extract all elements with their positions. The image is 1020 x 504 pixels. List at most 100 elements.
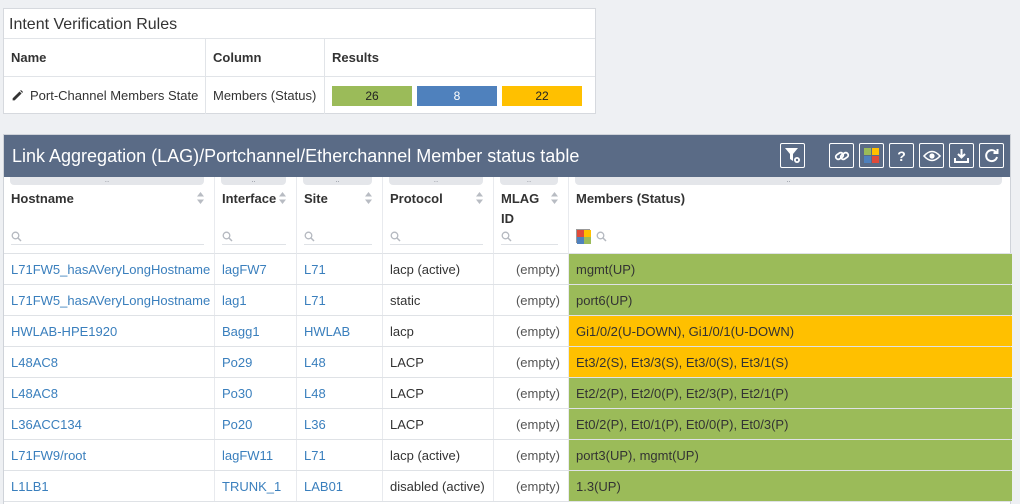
hostname-cell[interactable]: L71FW5_hasAVeryLongHostname — [4, 285, 215, 315]
table-row[interactable]: L48AC8 Po30 L48 LACP (empty) Et2/2(P), Et2/0(… — [4, 378, 1012, 409]
mlag-id-cell: (empty) — [494, 440, 569, 470]
sort-icon[interactable] — [279, 192, 286, 204]
column-drag-handle[interactable]: .. — [221, 176, 286, 185]
site-cell[interactable]: L48 — [297, 347, 383, 377]
column-filter-input[interactable] — [11, 229, 204, 245]
column-mlag-id[interactable]: .. MLAG ID — [494, 176, 569, 254]
site-cell[interactable]: L71 — [297, 254, 383, 284]
sort-icon[interactable] — [551, 192, 558, 204]
lag-grid-header: .. Hostname .. Interface .. Site — [4, 176, 1012, 254]
site-cell[interactable]: L36 — [297, 409, 383, 439]
color-coding-button[interactable] — [859, 143, 884, 168]
lag-grid: .. Hostname .. Interface .. Site — [4, 176, 1012, 502]
interface-cell[interactable]: lag1 — [215, 285, 297, 315]
hostname-cell[interactable]: L36ACC134 — [4, 409, 215, 439]
link-button[interactable] — [829, 143, 854, 168]
table-row[interactable]: L71FW9/root lagFW11 L71 lacp (active) (empty… — [4, 440, 1012, 471]
site-cell[interactable]: L71 — [297, 285, 383, 315]
table-row[interactable]: L36ACC134 Po20 L36 LACP (empty) Et0/2(P), Et0… — [4, 409, 1012, 440]
refresh-icon — [985, 149, 999, 163]
column-label: Interface — [222, 191, 277, 206]
interface-cell[interactable]: Po30 — [215, 378, 297, 408]
table-row[interactable]: L1LB1 TRUNK_1 LAB01 disabled (active) (empty… — [4, 471, 1012, 502]
lag-toolbar: ? — [775, 143, 1004, 168]
members-status-cell: port6(UP) — [569, 285, 1012, 315]
site-cell[interactable]: L48 — [297, 378, 383, 408]
table-row[interactable]: HWLAB-HPE1920 Bagg1 HWLAB lacp (empty) Gi1/0/… — [4, 316, 1012, 347]
interface-cell[interactable]: Po20 — [215, 409, 297, 439]
protocol-cell: LACP — [383, 378, 494, 408]
column-site[interactable]: .. Site — [297, 176, 383, 254]
table-row[interactable]: L48AC8 Po29 L48 LACP (empty) Et3/2(S), Et3/3(… — [4, 347, 1012, 378]
download-button[interactable] — [949, 143, 974, 168]
hostname-cell[interactable]: L71FW5_hasAVeryLongHostname — [4, 254, 215, 284]
hostname-cell[interactable]: L48AC8 — [4, 347, 215, 377]
column-filter-input[interactable] — [576, 229, 1002, 245]
intent-verification-panel: Intent Verification Rules Name Column Re… — [3, 8, 596, 114]
column-label: Members (Status) — [576, 191, 686, 206]
intent-header-name: Name — [4, 39, 206, 77]
hostname-cell[interactable]: HWLAB-HPE1920 — [4, 316, 215, 346]
interface-cell[interactable]: lagFW11 — [215, 440, 297, 470]
column-filter-input[interactable] — [222, 229, 286, 245]
protocol-cell: LACP — [383, 347, 494, 377]
members-status-cell: port3(UP), mgmt(UP) — [569, 440, 1012, 470]
mlag-id-cell: (empty) — [494, 316, 569, 346]
column-label: Protocol — [390, 191, 443, 206]
intent-header-results: Results — [325, 39, 595, 77]
lag-table-panel: Link Aggregation (LAG)/Portchannel/Ether… — [3, 134, 1012, 504]
column-drag-handle[interactable]: .. — [575, 176, 1002, 185]
column-drag-handle[interactable]: .. — [303, 176, 372, 185]
interface-cell[interactable]: Bagg1 — [215, 316, 297, 346]
table-row[interactable]: L71FW5_hasAVeryLongHostname lag1 L71 static… — [4, 285, 1012, 316]
column-label: Hostname — [11, 191, 74, 206]
column-interface[interactable]: .. Interface — [215, 176, 297, 254]
mlag-id-cell: (empty) — [494, 409, 569, 439]
filter-settings-button[interactable] — [780, 143, 805, 168]
column-drag-handle[interactable]: .. — [10, 176, 204, 185]
protocol-cell: lacp (active) — [383, 254, 494, 284]
site-cell[interactable]: L71 — [297, 440, 383, 470]
members-status-cell: Et0/2(P), Et0/1(P), Et0/0(P), Et0/3(P) — [569, 409, 1012, 439]
column-drag-handle[interactable]: .. — [389, 176, 483, 185]
column-drag-handle[interactable]: .. — [500, 176, 558, 185]
members-status-cell: Et2/2(P), Et2/0(P), Et2/3(P), Et2/1(P) — [569, 378, 1012, 408]
members-status-cell: Gi1/0/2(U-DOWN), Gi1/0/1(U-DOWN) — [569, 316, 1012, 346]
color-filter-icon[interactable] — [576, 229, 591, 244]
column-members-status[interactable]: .. Members (Status) — [569, 176, 1012, 254]
hostname-cell[interactable]: L48AC8 — [4, 378, 215, 408]
intent-results-cell: 26 8 22 — [325, 77, 595, 114]
filter-gear-icon — [785, 148, 800, 163]
sort-icon[interactable] — [476, 192, 483, 204]
sort-icon[interactable] — [365, 192, 372, 204]
site-cell[interactable]: HWLAB — [297, 316, 383, 346]
sort-icon[interactable] — [197, 192, 204, 204]
visibility-button[interactable] — [919, 143, 944, 168]
result-blue-count[interactable]: 8 — [417, 85, 497, 106]
help-button[interactable]: ? — [889, 143, 914, 168]
interface-cell[interactable]: Po29 — [215, 347, 297, 377]
column-filter-input[interactable] — [304, 229, 372, 245]
search-icon — [390, 231, 401, 242]
interface-cell[interactable]: lagFW7 — [215, 254, 297, 284]
download-icon — [954, 149, 969, 163]
result-amber-count[interactable]: 22 — [502, 85, 582, 106]
column-filter-input[interactable] — [390, 229, 483, 245]
interface-cell[interactable]: TRUNK_1 — [215, 471, 297, 501]
intent-rule-name-cell[interactable]: Port-Channel Members State — [4, 77, 206, 114]
refresh-button[interactable] — [979, 143, 1004, 168]
intent-panel-title: Intent Verification Rules — [4, 9, 595, 39]
help-icon: ? — [897, 147, 906, 164]
pencil-edit-icon[interactable] — [11, 89, 24, 102]
site-cell[interactable]: LAB01 — [297, 471, 383, 501]
hostname-cell[interactable]: L1LB1 — [4, 471, 215, 501]
result-green-count[interactable]: 26 — [332, 85, 412, 106]
table-row[interactable]: L71FW5_hasAVeryLongHostname lagFW7 L71 lacp… — [4, 254, 1012, 285]
hostname-cell[interactable]: L71FW9/root — [4, 440, 215, 470]
column-filter-input[interactable] — [501, 229, 558, 245]
mlag-id-cell: (empty) — [494, 254, 569, 284]
intent-table: Name Column Results Port-Channel Members… — [4, 39, 595, 114]
column-protocol[interactable]: .. Protocol — [383, 176, 494, 254]
column-hostname[interactable]: .. Hostname — [4, 176, 215, 254]
intent-rule-column: Members (Status) — [206, 77, 325, 114]
